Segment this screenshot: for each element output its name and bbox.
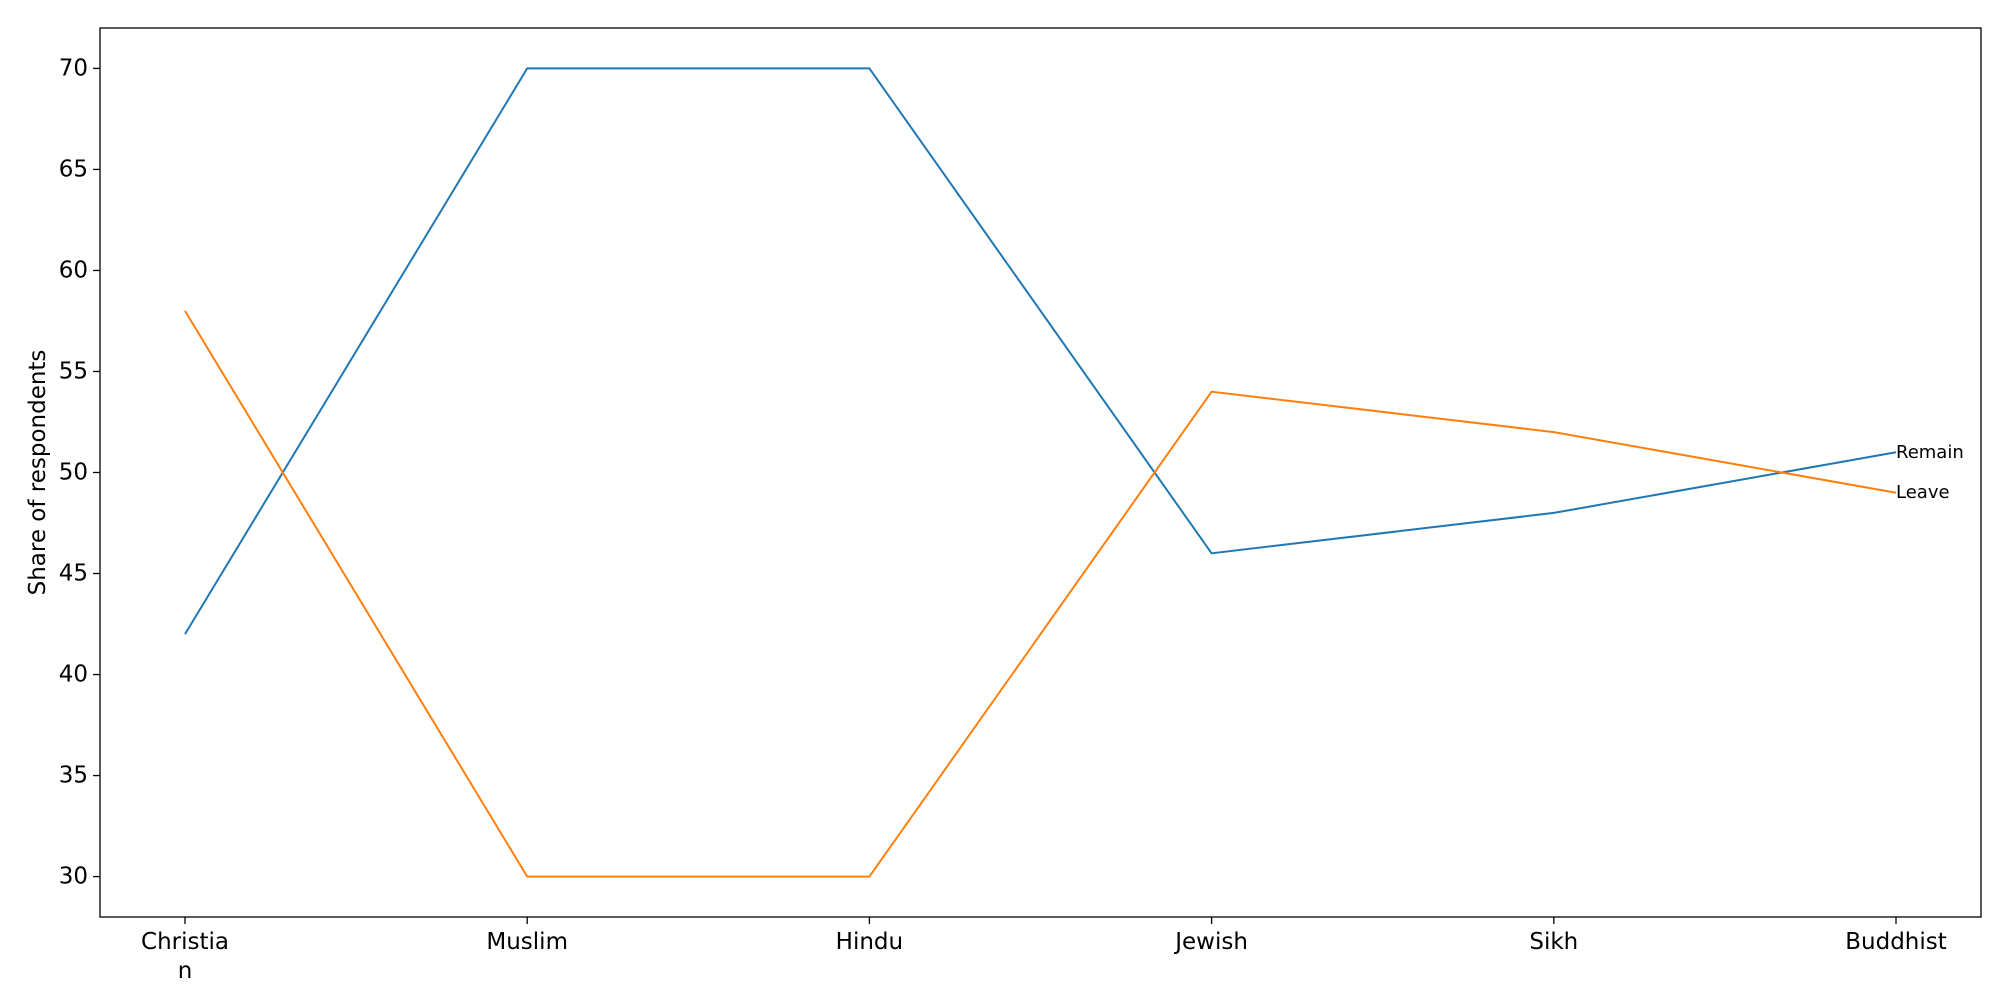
y-tick-label: 50 [59,460,88,486]
y-axis-ticks: 30 35 40 45 50 55 60 65 70 [59,55,100,890]
y-tick-label: 60 [59,257,88,283]
series-label-remain: Remain [1896,442,1964,463]
x-tick-label: Sikh [1529,929,1578,955]
x-tick-label: Hindu [836,929,903,955]
x-tick-label: Muslim [486,929,568,955]
series-labels: Remain Leave [1896,442,1964,503]
series-line-leave [184,310,1897,878]
y-tick-label: 35 [59,763,88,789]
y-tick-label: 70 [59,55,88,81]
x-tick-label: Christia n [141,929,229,984]
y-tick-label: 55 [59,358,88,384]
series-lines [184,67,1897,878]
y-tick-label: 30 [59,864,88,890]
plot-area-frame [99,27,1982,918]
y-axis-label: Share of respondents [25,350,51,596]
y-tick-label: 65 [59,156,88,182]
y-tick-label: 45 [59,561,88,587]
x-tick-label: Buddhist [1845,929,1947,955]
series-label-leave: Leave [1896,482,1950,503]
series-line-remain [184,67,1897,635]
x-axis-ticks: Christia n Muslim Hindu Jewish Sikh Buddhist [141,917,1947,984]
y-tick-label: 40 [59,662,88,688]
x-tick-label: Jewish [1173,929,1248,955]
